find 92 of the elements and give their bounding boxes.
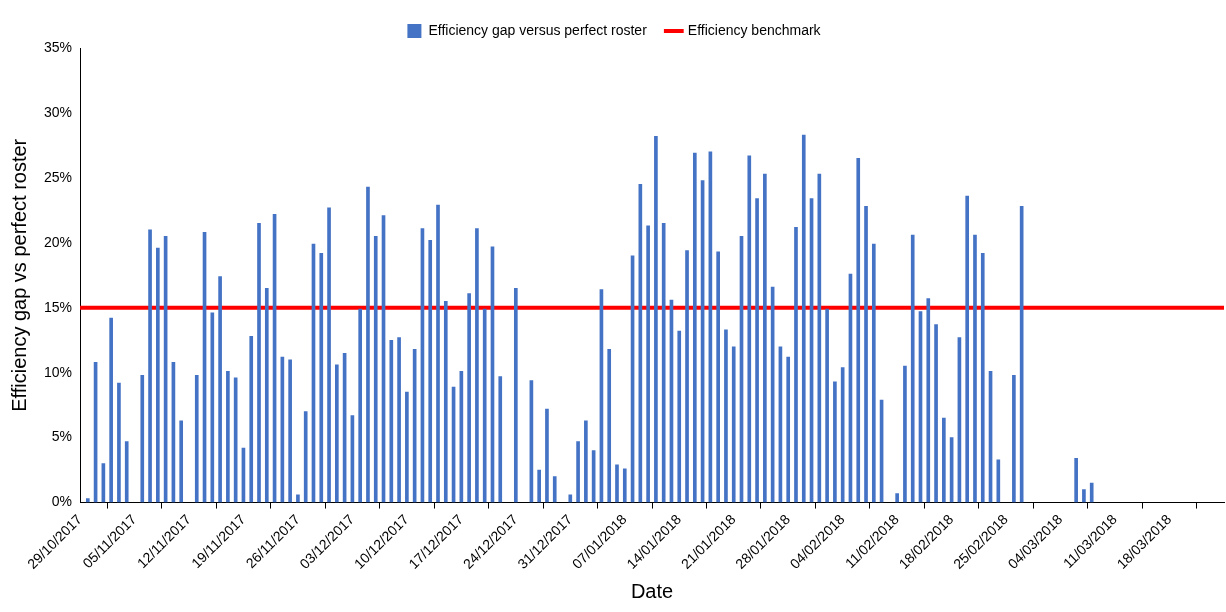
- y-tick-label: 25%: [43, 168, 73, 185]
- bar: [576, 441, 580, 503]
- bar: [895, 493, 899, 503]
- y-tick-label: 0%: [51, 493, 73, 510]
- bar: [210, 312, 215, 503]
- bar: [1074, 458, 1078, 503]
- bar: [428, 239, 433, 503]
- bar: [537, 469, 541, 503]
- bar: [980, 252, 985, 503]
- bar: [85, 498, 90, 503]
- bar: [156, 247, 160, 503]
- bar: [405, 391, 409, 503]
- bar: [148, 229, 152, 503]
- y-tick-label: 5%: [51, 428, 73, 445]
- bar: [443, 300, 448, 503]
- bar: [568, 494, 573, 503]
- bar: [786, 356, 791, 503]
- legend-label: Efficiency gap versus perfect roster: [428, 21, 648, 38]
- bar: [1089, 482, 1094, 503]
- bar: [226, 371, 230, 503]
- bar: [436, 204, 440, 503]
- bar: [615, 464, 619, 503]
- bar: [747, 155, 752, 503]
- bar: [965, 195, 970, 503]
- bar: [296, 494, 300, 503]
- bar: [1082, 489, 1086, 503]
- bar: [397, 337, 401, 503]
- bar: [264, 287, 269, 503]
- bar: [194, 374, 199, 503]
- bar: [109, 317, 113, 503]
- bar: [755, 198, 759, 503]
- bar: [327, 207, 331, 503]
- bar: [366, 186, 370, 503]
- bar: [257, 223, 261, 503]
- x-axis-title: Date: [630, 579, 674, 602]
- bar: [373, 235, 378, 503]
- bar: [140, 374, 145, 503]
- bar: [871, 243, 876, 503]
- bar: [288, 359, 292, 503]
- y-axis-title: Efficiency gap vs perfect roster: [7, 138, 30, 412]
- bar: [513, 287, 518, 503]
- bar: [249, 336, 254, 503]
- bar: [218, 276, 222, 503]
- bar: [973, 234, 977, 503]
- bar: [498, 376, 503, 503]
- bar: [552, 476, 557, 503]
- y-tick-label: 20%: [43, 233, 73, 250]
- bar: [124, 441, 129, 503]
- bar: [825, 308, 829, 503]
- bar: [661, 223, 666, 503]
- bar: [654, 135, 658, 503]
- bar: [475, 228, 479, 503]
- y-tick-label: 30%: [43, 103, 73, 120]
- bar: [607, 348, 612, 503]
- bar: [942, 417, 946, 503]
- bar: [856, 158, 861, 503]
- bar: [482, 308, 487, 503]
- bar: [817, 173, 822, 503]
- bar: [926, 298, 931, 503]
- bar: [840, 367, 845, 503]
- legend-label: Efficiency benchmark: [687, 21, 822, 38]
- y-tick-label: 10%: [43, 363, 73, 380]
- bar: [794, 226, 798, 503]
- y-tick-label: 15%: [43, 298, 73, 315]
- bar: [677, 330, 682, 503]
- bar: [545, 408, 549, 503]
- bar: [179, 420, 184, 503]
- bar: [833, 381, 837, 503]
- bar: [801, 134, 806, 503]
- bar: [622, 468, 627, 503]
- bar: [692, 152, 697, 503]
- bar: [335, 364, 339, 503]
- bar: [685, 250, 689, 503]
- bar: [1012, 374, 1016, 503]
- bar: [584, 420, 588, 503]
- bar: [864, 206, 868, 503]
- bar: [731, 346, 736, 503]
- bar: [467, 293, 471, 503]
- bar: [996, 459, 1001, 503]
- bar: [358, 308, 363, 503]
- bar: [763, 173, 767, 503]
- bar: [303, 411, 308, 503]
- bar: [716, 251, 720, 503]
- bar: [646, 225, 650, 503]
- bar: [934, 324, 938, 503]
- y-tick-label: 35%: [43, 38, 73, 55]
- bar: [389, 339, 394, 503]
- bar: [724, 329, 728, 503]
- bar: [319, 252, 324, 503]
- bar: [910, 234, 915, 503]
- bar: [117, 382, 121, 503]
- bar: [903, 365, 907, 503]
